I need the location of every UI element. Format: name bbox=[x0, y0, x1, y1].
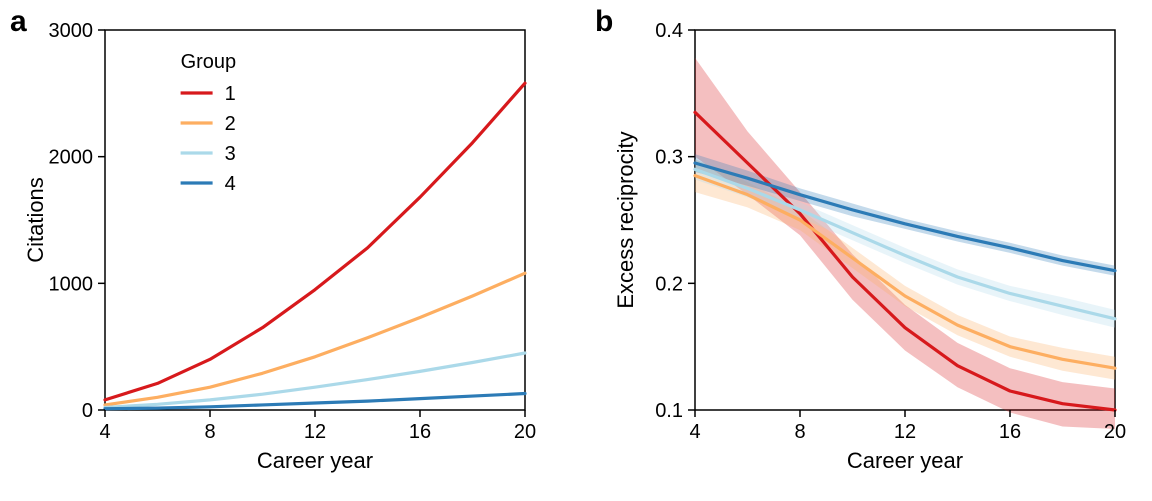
ribbon-group-1 bbox=[695, 58, 1115, 429]
y-tick-label: 0.4 bbox=[655, 20, 683, 42]
x-tick-label: 12 bbox=[304, 421, 326, 443]
y-tick-label: 0.2 bbox=[655, 273, 683, 295]
y-axis-title: Citations bbox=[23, 177, 48, 263]
x-tick-label: 20 bbox=[1104, 421, 1126, 443]
y-tick-label: 0.1 bbox=[655, 400, 683, 422]
y-axis-title: Excess reciprocity bbox=[613, 131, 638, 308]
x-tick-label: 4 bbox=[99, 421, 110, 443]
x-tick-label: 4 bbox=[689, 421, 700, 443]
legend-title: Group bbox=[181, 51, 237, 73]
x-tick-label: 12 bbox=[894, 421, 916, 443]
legend-item-label: 3 bbox=[225, 143, 236, 165]
x-tick-label: 16 bbox=[999, 421, 1021, 443]
x-tick-label: 16 bbox=[409, 421, 431, 443]
y-tick-label: 2000 bbox=[49, 147, 94, 169]
x-tick-label: 8 bbox=[204, 421, 215, 443]
legend-item-label: 4 bbox=[225, 173, 236, 195]
x-axis-title: Career year bbox=[847, 448, 963, 473]
y-tick-label: 0 bbox=[82, 400, 93, 422]
x-tick-label: 8 bbox=[794, 421, 805, 443]
legend-item-label: 1 bbox=[225, 83, 236, 105]
citations-chart: 481216200100020003000Career yearCitation… bbox=[15, 0, 615, 500]
y-tick-label: 3000 bbox=[49, 20, 94, 42]
reciprocity-chart: 4 8 12 16 20 0.1 0.2 0.3 0.4 Career year Excess re… bbox=[605, 0, 1152, 500]
legend-item-label: 2 bbox=[225, 113, 236, 135]
line-group-1 bbox=[105, 83, 525, 400]
figure-container: a b 481216200100020003000Career yearCita… bbox=[0, 0, 1152, 501]
x-tick-label: 20 bbox=[514, 421, 536, 443]
x-axis-title: Career year bbox=[257, 448, 373, 473]
line-group-2 bbox=[105, 273, 525, 405]
y-tick-label: 1000 bbox=[49, 273, 94, 295]
y-tick-label: 0.3 bbox=[655, 147, 683, 169]
